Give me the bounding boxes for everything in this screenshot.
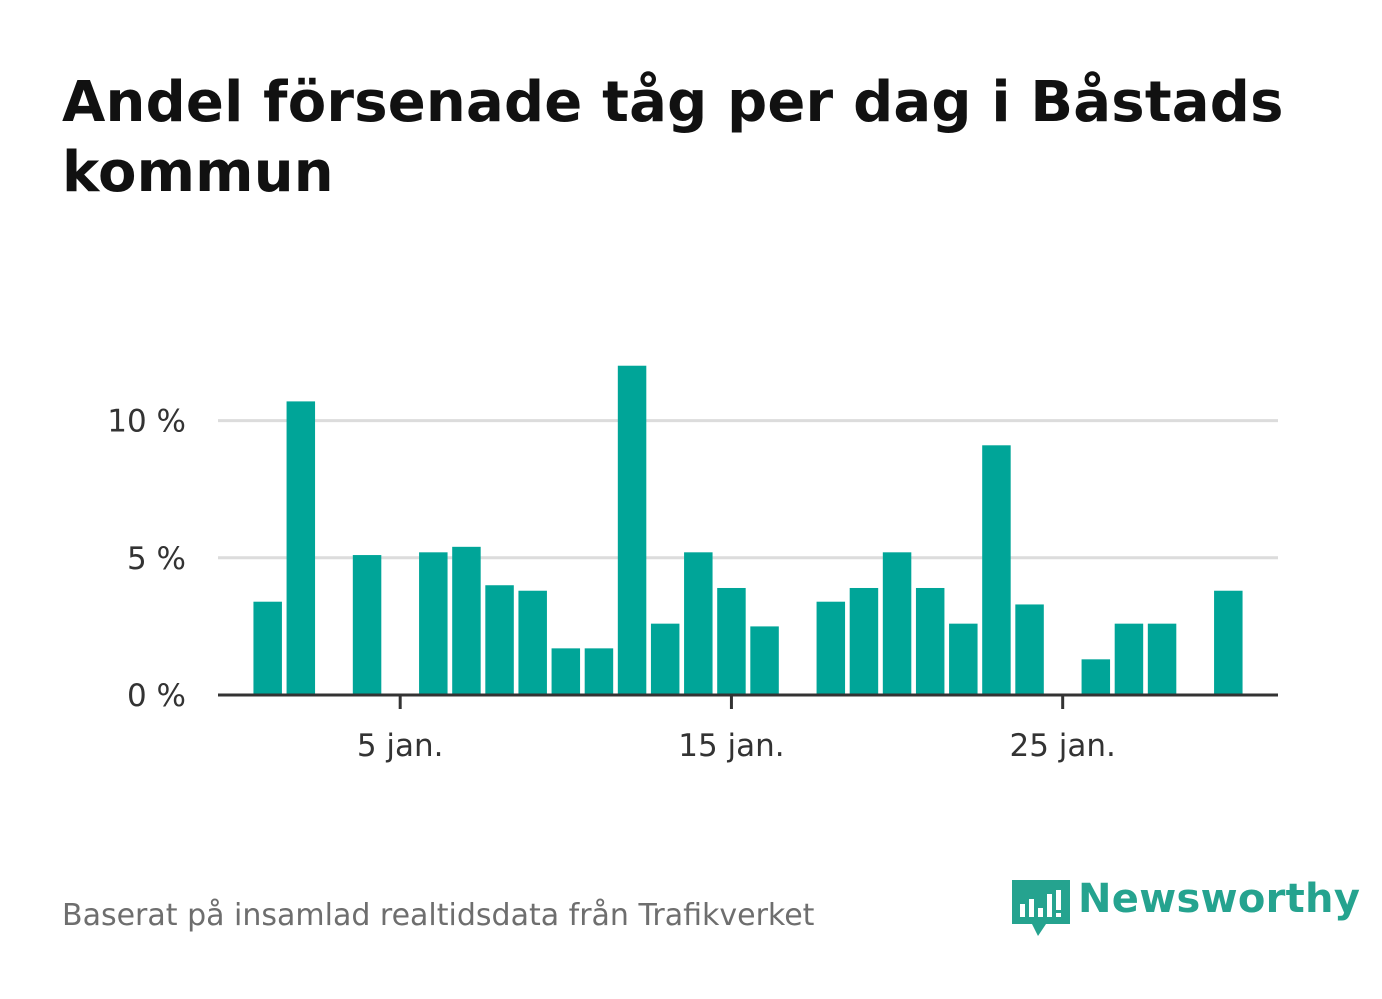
y-tick-label: 10 % [107, 404, 186, 440]
bar [1214, 590, 1243, 695]
bar [352, 555, 382, 695]
bar [1015, 604, 1044, 695]
bar [816, 601, 846, 695]
bar [915, 587, 945, 695]
bar [1081, 659, 1111, 695]
brand-name: Newsworthy [1078, 876, 1361, 922]
bar [949, 623, 978, 695]
bar [882, 552, 912, 695]
bar [584, 648, 614, 695]
bar [551, 648, 581, 695]
gridlines [218, 419, 1278, 560]
bar [1147, 623, 1177, 695]
bar [684, 552, 713, 695]
bar [518, 590, 547, 695]
chart-title: Andel försenade tåg per dag i Båstads ko… [62, 70, 1284, 205]
source-note: Baserat på insamlad realtidsdata från Tr… [62, 898, 815, 933]
x-tick-label: 25 jan. [1009, 728, 1115, 764]
bar [286, 401, 316, 695]
bar [1114, 623, 1144, 695]
bar [485, 585, 514, 695]
bars [253, 365, 1243, 695]
y-tick-label: 0 % [127, 678, 186, 714]
bar [650, 623, 680, 695]
bar [750, 626, 779, 695]
y-tick-label: 5 % [127, 541, 186, 577]
newsworthy-logo-icon [1012, 880, 1070, 936]
bar [717, 587, 746, 695]
x-axis [218, 693, 1278, 709]
x-axis-labels: 5 jan. 15 jan. 25 jan. [357, 728, 1116, 764]
x-tick-label: 15 jan. [678, 728, 784, 764]
bar [617, 365, 647, 695]
bar [419, 552, 448, 695]
bar [253, 601, 282, 695]
bar [452, 546, 481, 695]
bar [849, 587, 879, 695]
y-axis-labels: 0 % 5 % 10 % [107, 404, 186, 714]
x-tick-label: 5 jan. [357, 728, 444, 764]
bar [982, 445, 1011, 695]
